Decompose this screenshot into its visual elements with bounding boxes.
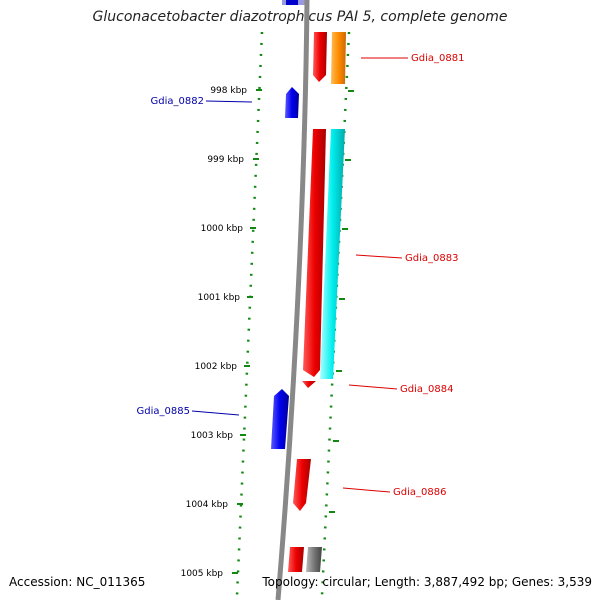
label-leaders	[191, 57, 408, 493]
tick-label-1002: 1002 kbp	[195, 362, 238, 372]
gene-bottom-red	[288, 547, 304, 572]
gene-arrow-gdia-0882[interactable]	[285, 87, 299, 118]
tick-label-1004: 1004 kbp	[186, 500, 229, 510]
gene-arrow-gdia-0884[interactable]	[302, 381, 316, 388]
gene-label-gdia-0881[interactable]: Gdia_0881	[411, 53, 464, 64]
tick-label-1000: 1000 kbp	[201, 224, 244, 234]
tick-label-1003: 1003 kbp	[191, 431, 234, 441]
genome-summary-text: Topology: circular; Length: 3,887,492 bp…	[262, 575, 592, 589]
gene-label-gdia-0886[interactable]: Gdia_0886	[393, 487, 446, 498]
grey-feature	[306, 547, 322, 572]
genome-title: Gluconacetobacter diazotrophicus PAI 5, …	[92, 9, 508, 25]
gene-arrow-gdia-0886[interactable]	[293, 459, 311, 511]
gene-label-gdia-0883[interactable]: Gdia_0883	[405, 253, 458, 264]
tick-label-1005: 1005 kbp	[181, 569, 224, 579]
gene-label-gdia-0885[interactable]: Gdia_0885	[137, 406, 190, 417]
gene-label-gdia-0882[interactable]: Gdia_0882	[151, 96, 204, 107]
gene-arrow-gdia-0883[interactable]	[303, 129, 326, 377]
gene-arrow-gdia-0885[interactable]	[271, 389, 289, 449]
tick-label-1001: 1001 kbp	[198, 293, 241, 303]
tick-label-999: 999 kbp	[207, 155, 244, 165]
scale-ticks	[232, 89, 354, 574]
cyan-feature	[320, 129, 345, 379]
gene-arrow-gdia-0881[interactable]	[313, 32, 327, 82]
genome-backbone	[275, 0, 310, 600]
orange-feature	[331, 32, 346, 84]
partial-gene-top	[286, 0, 298, 5]
tick-label-998: 998 kbp	[210, 86, 247, 96]
accession-text: Accession: NC_011365	[9, 575, 146, 589]
left-scale-dots	[235, 31, 264, 597]
gene-label-gdia-0884[interactable]: Gdia_0884	[400, 384, 453, 395]
